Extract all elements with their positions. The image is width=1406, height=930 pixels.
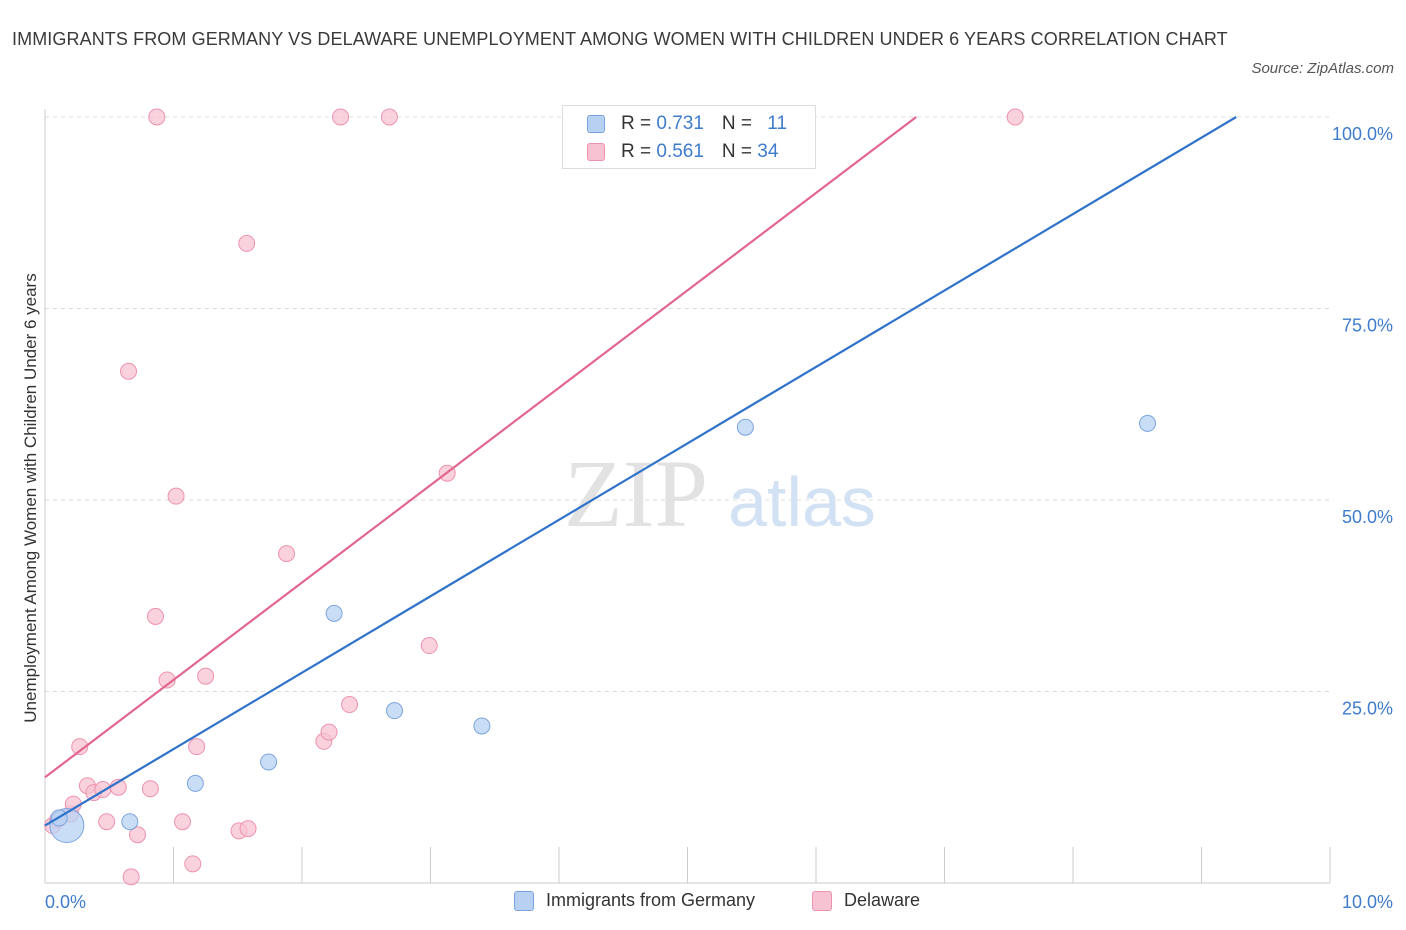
delaware-point [122, 868, 140, 886]
germany-point [386, 702, 404, 720]
germany-point [121, 813, 139, 831]
legend-germany-label: Immigrants from Germany [546, 890, 756, 910]
delaware-point [341, 696, 359, 714]
x-tick-label-max: 10.0% [1342, 892, 1393, 912]
legend-germany-swatch [514, 890, 534, 911]
stats-legend-delaware: R = 0.561 N = 34 [587, 139, 778, 165]
stats-legend-germany: R = 0.731 N = 11 [587, 111, 787, 137]
watermark: ZIP atlas [564, 440, 876, 547]
axes [44, 109, 1331, 884]
germany-r-label: R = [621, 113, 657, 134]
delaware-r-label: R = [621, 141, 657, 162]
germany-point [186, 774, 204, 792]
delaware-point [71, 738, 89, 756]
delaware-point [238, 234, 256, 252]
y-tick-label: 25.0% [1342, 699, 1393, 719]
delaware-point [98, 813, 116, 831]
delaware-n-label: N = [721, 141, 758, 162]
delaware-point [197, 667, 215, 685]
trendlines [44, 116, 1237, 827]
stats-legend: R = 0.731 N = 11 R = 0.561 N = 34 [562, 105, 816, 169]
delaware-point [239, 820, 257, 838]
gridlines [45, 116, 1330, 692]
germany-n-label: N = [721, 113, 758, 134]
germany-r-value: 0.731 [656, 113, 704, 134]
delaware-point [188, 738, 206, 756]
delaware-point [141, 780, 159, 798]
legend-delaware-label: Delaware [844, 890, 921, 910]
germany-point [1139, 414, 1157, 432]
delaware-point [1006, 108, 1024, 126]
x-tick-label-min: 0.0% [45, 892, 86, 912]
source-label: Source: ZipAtlas.com [1251, 60, 1394, 77]
delaware-point [147, 607, 165, 625]
germany-point [325, 604, 343, 622]
legend-delaware-swatch [812, 890, 832, 911]
delaware-point [173, 813, 191, 831]
delaware-point [278, 545, 296, 563]
germany-n-value: 11 [767, 113, 788, 134]
delaware-point [332, 108, 350, 126]
germany-swatch [587, 115, 605, 133]
delaware-point [129, 826, 147, 844]
y-tick-label: 75.0% [1342, 316, 1393, 336]
legend-item-germany[interactable]: Immigrants from Germany [514, 890, 755, 911]
y-tick-label: 50.0% [1342, 507, 1393, 527]
delaware-point [167, 487, 185, 505]
delaware-point [380, 108, 398, 126]
watermark-zip: ZIP [564, 440, 708, 547]
delaware-point [148, 108, 166, 126]
germany-point [736, 418, 754, 436]
delaware-point [184, 855, 202, 873]
x-tick-labels: 0.0% 10.0% [45, 892, 1393, 912]
legend-item-delaware[interactable]: Delaware [812, 890, 920, 911]
delaware-trendline [44, 116, 917, 779]
chart-title: IMMIGRANTS FROM GERMANY VS DELAWARE UNEM… [12, 29, 1228, 49]
y-tick-label: 100.0% [1332, 124, 1393, 144]
delaware-r-value: 0.561 [656, 141, 704, 162]
germany-point [473, 717, 491, 735]
watermark-atlas: atlas [728, 463, 876, 541]
delaware-swatch [587, 143, 605, 161]
germany-trendline [44, 116, 1237, 827]
germany-point [260, 753, 278, 771]
delaware-n-value: 34 [757, 141, 779, 162]
y-tick-labels: 100.0% 75.0% 50.0% 25.0% [1332, 124, 1393, 719]
delaware-point [420, 637, 438, 655]
delaware-points [44, 108, 1024, 886]
delaware-point [320, 723, 338, 741]
delaware-point [120, 362, 138, 380]
